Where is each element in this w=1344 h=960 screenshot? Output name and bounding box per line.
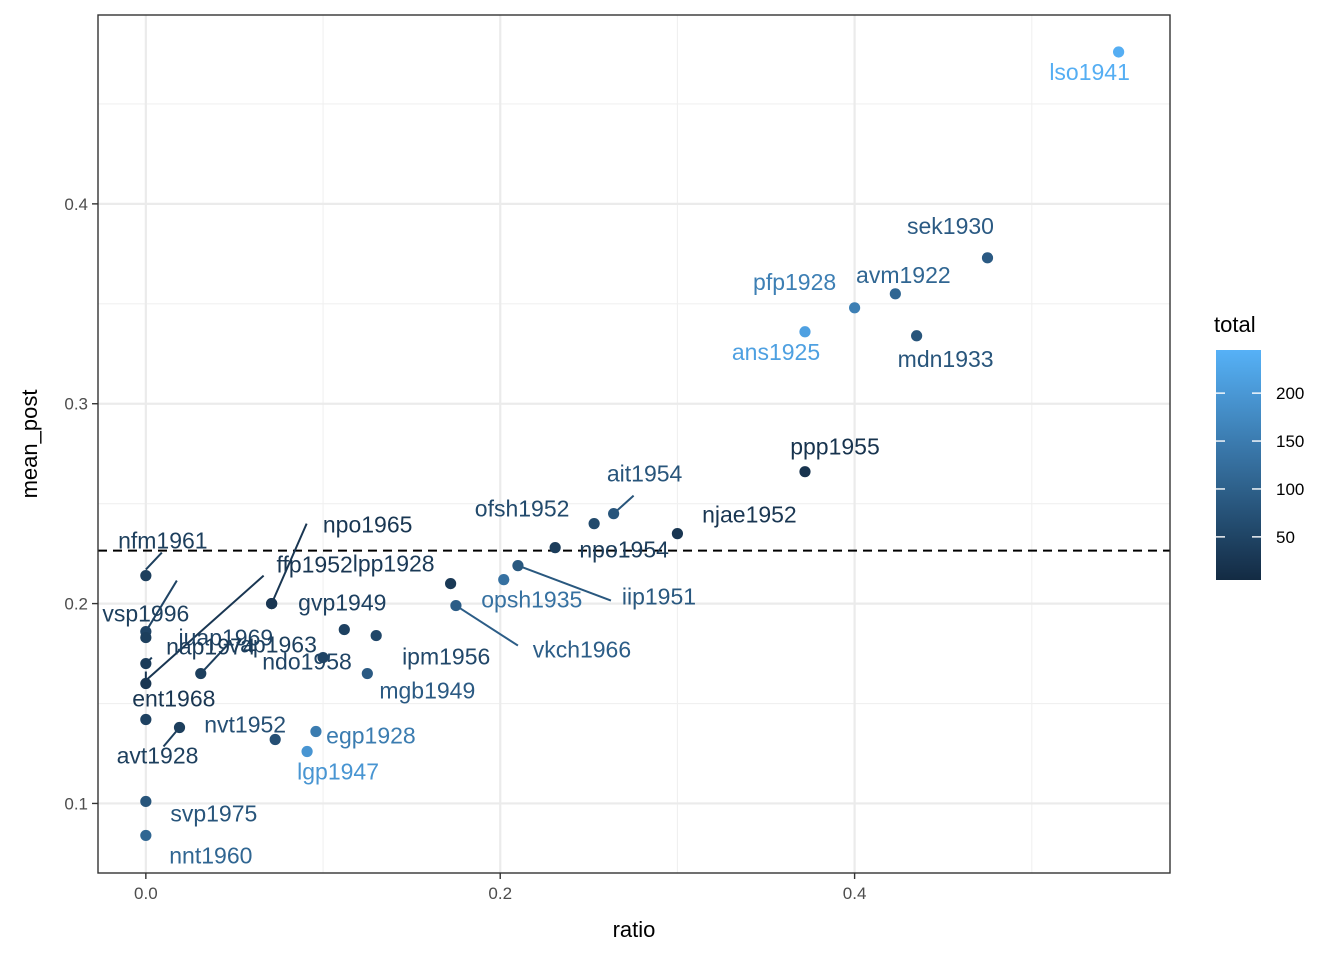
data-point bbox=[140, 713, 152, 726]
point-label: njae1952 bbox=[702, 502, 797, 528]
leader-line bbox=[145, 551, 163, 571]
y-tick-label: 0.4 bbox=[64, 195, 88, 214]
y-tick-label: 0.2 bbox=[64, 595, 88, 614]
data-point bbox=[608, 508, 620, 520]
data-point bbox=[671, 528, 684, 540]
data-point bbox=[195, 667, 207, 680]
y-tick-label: 0.3 bbox=[64, 395, 88, 414]
point-label: ipm1956 bbox=[402, 644, 490, 670]
legend-ticks: 50 100 150 200 bbox=[1216, 384, 1304, 547]
legend-tick-label: 150 bbox=[1276, 432, 1304, 451]
data-point bbox=[799, 466, 811, 478]
point-label: npo1965 bbox=[323, 512, 413, 538]
leader-line bbox=[144, 580, 178, 633]
point-label: lpp1928 bbox=[353, 551, 435, 577]
data-point bbox=[301, 745, 313, 758]
point-label: sek1930 bbox=[907, 213, 994, 239]
plot-panel bbox=[98, 15, 1170, 873]
point-label: nnt1960 bbox=[169, 842, 252, 868]
legend-tick-label: 100 bbox=[1276, 480, 1304, 499]
data-point bbox=[140, 677, 152, 690]
legend-title: total bbox=[1214, 312, 1256, 337]
leader-line bbox=[200, 642, 230, 675]
point-label: vkch1966 bbox=[533, 637, 631, 663]
point-label: mdn1933 bbox=[898, 346, 994, 372]
data-point bbox=[549, 542, 561, 554]
point-label: svp1975 bbox=[170, 800, 257, 826]
data-point bbox=[1113, 46, 1125, 58]
point-label: avt1928 bbox=[117, 743, 199, 769]
data-point bbox=[361, 667, 373, 680]
x-tick-label: 0.4 bbox=[843, 884, 867, 903]
point-label: nvt1952 bbox=[204, 711, 286, 737]
point-label: nap1974 bbox=[166, 634, 256, 660]
data-point bbox=[981, 252, 994, 264]
x-tick-label: 0.0 bbox=[134, 884, 158, 903]
point-label: ofsh1952 bbox=[475, 496, 570, 522]
data-point bbox=[370, 629, 382, 642]
data-point bbox=[849, 302, 861, 314]
point-label: iip1951 bbox=[622, 584, 696, 610]
point-label: avm1922 bbox=[856, 262, 951, 288]
point-label: pfp1928 bbox=[753, 269, 836, 295]
leader-line bbox=[144, 574, 265, 682]
point-label: gvp1949 bbox=[298, 590, 386, 616]
point-label: ndo1958 bbox=[262, 649, 352, 675]
data-point bbox=[140, 829, 152, 842]
minor-grid bbox=[98, 15, 1170, 873]
data-point bbox=[173, 721, 186, 734]
point-label: mgb1949 bbox=[379, 678, 475, 704]
point-label: vap1963 bbox=[229, 632, 317, 658]
data-point bbox=[266, 597, 278, 610]
point-label: ffp1952 bbox=[276, 552, 352, 578]
data-point bbox=[140, 631, 152, 644]
point-label: opsh1935 bbox=[481, 587, 582, 613]
x-tick-label: 0.2 bbox=[488, 884, 512, 903]
plot-border bbox=[97, 14, 1171, 874]
point-label: npo1954 bbox=[579, 537, 669, 563]
data-point bbox=[498, 574, 510, 586]
point-label: lgp1947 bbox=[297, 758, 379, 784]
point-label: nfm1961 bbox=[118, 528, 208, 554]
data-point bbox=[338, 623, 350, 636]
point-label: juap1969 bbox=[178, 625, 274, 651]
leader-line bbox=[455, 604, 519, 647]
point-label: ent1968 bbox=[132, 686, 215, 712]
point-label: vsp1996 bbox=[102, 601, 189, 627]
y-tick-label: 0.1 bbox=[64, 794, 88, 813]
point-label: ait1954 bbox=[607, 461, 683, 487]
data-point bbox=[140, 795, 152, 808]
data-point bbox=[799, 326, 811, 338]
data-point bbox=[140, 570, 152, 582]
data-points bbox=[140, 46, 1125, 842]
data-point bbox=[140, 657, 152, 670]
point-label: lso1941 bbox=[1049, 59, 1130, 85]
data-point bbox=[317, 651, 329, 664]
data-point bbox=[889, 288, 901, 300]
point-labels: lso1941 sek1930 avm1922 pfp1928 ans1925 mdn19… bbox=[102, 59, 1130, 868]
color-legend: total 50 100 150 200 bbox=[1214, 312, 1304, 580]
legend-tick-label: 200 bbox=[1276, 384, 1304, 403]
leader-line bbox=[270, 523, 308, 604]
point-label: ans1925 bbox=[732, 339, 820, 365]
data-point bbox=[269, 733, 281, 746]
data-point bbox=[588, 518, 600, 530]
legend-tick-label: 50 bbox=[1276, 528, 1295, 547]
point-label: ppp1955 bbox=[790, 434, 880, 460]
data-point bbox=[310, 725, 322, 738]
leader-line bbox=[517, 564, 612, 602]
data-point bbox=[445, 578, 457, 590]
data-point bbox=[512, 560, 524, 572]
x-axis-ticks: 0.0 0.2 0.4 bbox=[134, 873, 866, 903]
y-axis-title: mean_post bbox=[17, 390, 42, 499]
point-label: egp1928 bbox=[326, 722, 416, 748]
x-axis-title: ratio bbox=[613, 917, 656, 942]
legend-colorbar bbox=[1216, 350, 1261, 580]
data-point bbox=[911, 330, 923, 342]
data-point bbox=[450, 599, 462, 612]
y-axis-ticks: 0.1 0.2 0.3 0.4 bbox=[64, 195, 98, 813]
